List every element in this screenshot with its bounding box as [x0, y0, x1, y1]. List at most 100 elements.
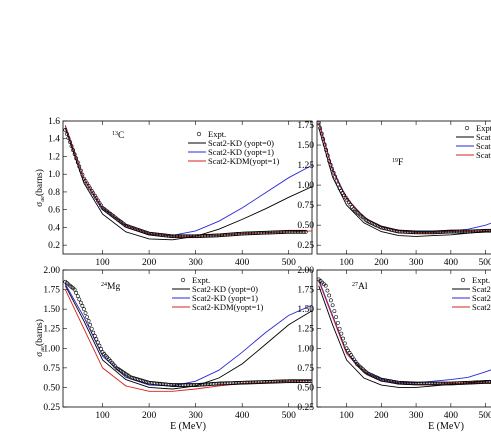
ytick-label: 1.25 [43, 325, 60, 335]
panel-c13-ylabel-sub: ae [39, 196, 46, 202]
ytick-label: 1.75 [43, 286, 60, 296]
expt-point [82, 307, 86, 312]
expt-point [330, 303, 335, 308]
expt-point [77, 297, 82, 302]
ytick-label: 1.00 [297, 344, 314, 354]
expt-point [329, 298, 333, 303]
expt-point [71, 148, 75, 153]
expt-point [490, 229, 491, 233]
ytick-label: 0.6 [48, 206, 60, 216]
legend-label: Scat2-KD (yopt=0) [192, 284, 258, 294]
expt-point [78, 168, 83, 173]
expt-point [333, 174, 338, 179]
expt-point [86, 318, 91, 323]
ytick-label: 2.00 [43, 266, 60, 276]
xtick-label: 300 [409, 411, 424, 421]
expt-point [303, 229, 308, 234]
expt-point [334, 315, 339, 319]
legend-label: Scat2-KDM(yopt=1) [208, 156, 280, 166]
expt-point [335, 320, 340, 325]
panel-al27-curves [317, 277, 491, 388]
xtick-label: 200 [142, 258, 157, 268]
xtick-label: 500 [282, 258, 297, 268]
xtick-label: 400 [444, 411, 459, 421]
panel-mg24-nucleus-label: 24Mg [101, 282, 120, 292]
series-line-scat2-kdm-yopt1 [318, 280, 491, 385]
legend-label: Expt. [208, 129, 226, 139]
ytick-label: 1.4 [48, 135, 60, 145]
panel-f19-curves [317, 121, 491, 237]
panel-mg24-mass: 24 [101, 282, 107, 288]
panel-mg24-ylabel: σae(barns) [34, 319, 46, 357]
panel-al27-xticks: 100 200 300 400 500 [339, 270, 491, 421]
xtick-label: 400 [235, 258, 250, 268]
expt-point [78, 300, 83, 305]
legend-label: Scat [476, 150, 491, 160]
xtick-label: 100 [95, 411, 110, 421]
legend-marker-expt [464, 125, 470, 131]
ytick-label: 1.0 [48, 170, 60, 180]
legend-label: Scat2- [472, 302, 491, 312]
expt-point [80, 172, 85, 177]
expt-point [80, 303, 85, 308]
expt-point [330, 166, 335, 171]
expt-point [66, 136, 71, 140]
panel-c13-ylabel: σae(barns) [34, 169, 46, 207]
panel-c13-yticks: 0.2 0.4 0.6 0.8 1.0 1.2 1.4 1.6 [48, 117, 67, 251]
expt-point [331, 170, 336, 175]
expt-point [99, 347, 103, 351]
series-line-scat2-kd-yopt1 [318, 279, 491, 384]
ytick-label: 1.50 [297, 305, 314, 315]
panel-c13-ylabel-sigma: σ [35, 202, 45, 207]
xtick-label: 100 [339, 258, 354, 268]
expt-point [308, 379, 312, 384]
legend-label: Scat2- [472, 284, 491, 294]
ytick-label: 1.75 [297, 121, 314, 131]
panel-mg24-frame [62, 269, 313, 408]
ytick-label: 0.8 [48, 188, 60, 198]
panel-mg24-ylabel-sub: ae [39, 346, 46, 352]
xtick-label: 100 [339, 411, 354, 421]
ytick-label: 2.00 [297, 266, 314, 276]
expt-point [324, 148, 329, 152]
expt-point [350, 204, 354, 209]
expt-point [325, 288, 330, 293]
expt-point [341, 336, 345, 341]
panel-al27-mass: 27 [352, 282, 358, 288]
ytick-label: 1.2 [48, 152, 60, 162]
expt-point [68, 140, 72, 144]
series-line-scat2-kd-yopt1 [64, 283, 312, 387]
expt-point [336, 182, 341, 187]
panel-mg24-ylabel-sigma: σ [35, 352, 45, 357]
expt-point [327, 293, 332, 298]
expt-point [77, 164, 82, 169]
xtick-label: 400 [235, 411, 250, 421]
legend-label: Expt [476, 123, 491, 133]
panel-c13-legend: Expt.Scat2-KD (yopt=0)Scat2-KD (yopt=1)S… [188, 129, 280, 166]
series-line-scat2-kdm-yopt1 [64, 289, 312, 392]
legend-label: Scat [476, 132, 491, 142]
panel-al27-yticks: 0.25 0.50 0.75 1.00 1.25 1.50 1.75 2.00 [297, 266, 321, 413]
xtick-label: 500 [282, 411, 297, 421]
expt-point [319, 131, 324, 136]
panel-mg24-symbol: Mg [107, 282, 120, 292]
expt-point [97, 343, 102, 348]
panel-al27: 100 200 300 400 500 0.25 0.50 0.75 1.00 1.25 1.50… [297, 266, 491, 432]
xtick-label: 300 [409, 258, 424, 268]
legend-marker-expt [460, 277, 466, 283]
expt-point [318, 126, 323, 130]
legend-marker-expt [196, 131, 202, 137]
expt-point [85, 315, 89, 319]
expt-point [74, 156, 79, 161]
panel-f19-frame [316, 120, 491, 255]
ytick-label: 0.75 [297, 201, 314, 211]
series-line-scat2-kd-yopt0 [318, 127, 491, 237]
ytick-label: 0.25 [297, 403, 314, 413]
panel-f19-mass: 19 [392, 158, 398, 164]
expt-point [69, 144, 74, 149]
expt-point [96, 340, 100, 345]
expt-point [488, 380, 491, 384]
ytick-label: 1.25 [297, 161, 314, 171]
panel-mg24-yticks: 0.25 0.50 0.75 1.00 1.25 1.50 1.75 2.00 [43, 266, 67, 413]
panel-c13-symbol: C [118, 131, 124, 141]
